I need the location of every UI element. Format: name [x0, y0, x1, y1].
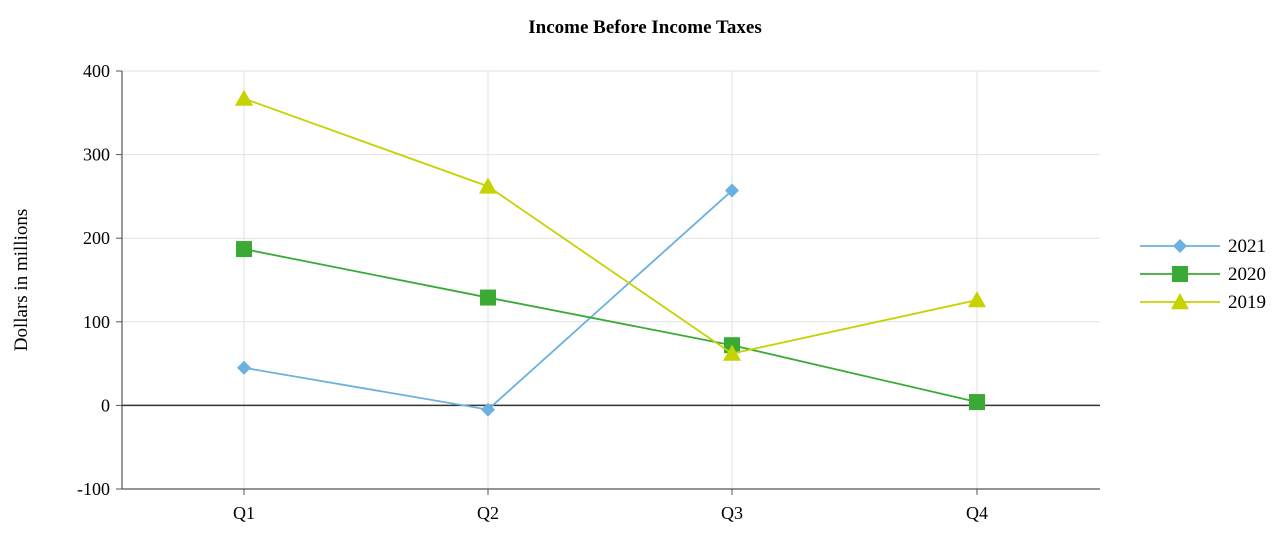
- legend-marker: [1171, 293, 1189, 310]
- data-point-2019: [235, 89, 253, 106]
- x-tick-label: Q4: [966, 503, 988, 523]
- data-point-2021: [725, 183, 739, 198]
- data-point-2020: [236, 241, 252, 258]
- y-axis-ticks: 400 300 200 100 0 -100: [77, 61, 122, 499]
- y-tick-label: 200: [83, 228, 110, 248]
- legend-label: 2021: [1228, 236, 1266, 257]
- legend-item-2019: 2019: [1140, 292, 1266, 313]
- data-point-2021: [237, 360, 251, 375]
- series-lines: [235, 89, 986, 417]
- y-tick-label: -100: [77, 479, 110, 499]
- grid: [122, 70, 1100, 490]
- series-line-2019: [243, 97, 978, 355]
- chart-title: Income Before Income Taxes: [528, 17, 761, 38]
- legend-marker: [1172, 266, 1188, 282]
- data-point-2021: [481, 402, 495, 417]
- legend-marker: [1173, 239, 1187, 253]
- series-2019: [235, 89, 986, 361]
- series-2020: [236, 241, 985, 411]
- series-2021: [237, 183, 739, 417]
- legend-item-2020: 2020: [1140, 264, 1266, 285]
- y-axis-label: Dollars in millions: [11, 209, 32, 352]
- x-axis-ticks: Q1 Q2 Q3 Q4: [233, 489, 988, 523]
- legend: 2021 2020 2019: [1140, 236, 1266, 313]
- series-line-2020: [243, 248, 978, 403]
- data-point-2019: [479, 177, 497, 194]
- data-point-2019: [723, 344, 741, 361]
- y-tick-label: 100: [83, 312, 110, 332]
- legend-label: 2020: [1228, 264, 1266, 285]
- data-point-2020: [969, 394, 985, 411]
- x-tick-label: Q3: [721, 503, 743, 523]
- y-tick-label: 0: [101, 395, 110, 415]
- data-point-2020: [480, 289, 496, 306]
- x-tick-label: Q2: [477, 503, 499, 523]
- x-tick-label: Q1: [233, 503, 255, 523]
- y-tick-label: 300: [83, 145, 110, 165]
- y-tick-label: 400: [83, 61, 110, 81]
- legend-item-2021: 2021: [1140, 236, 1266, 257]
- legend-label: 2019: [1228, 292, 1266, 313]
- data-point-2019: [968, 291, 986, 308]
